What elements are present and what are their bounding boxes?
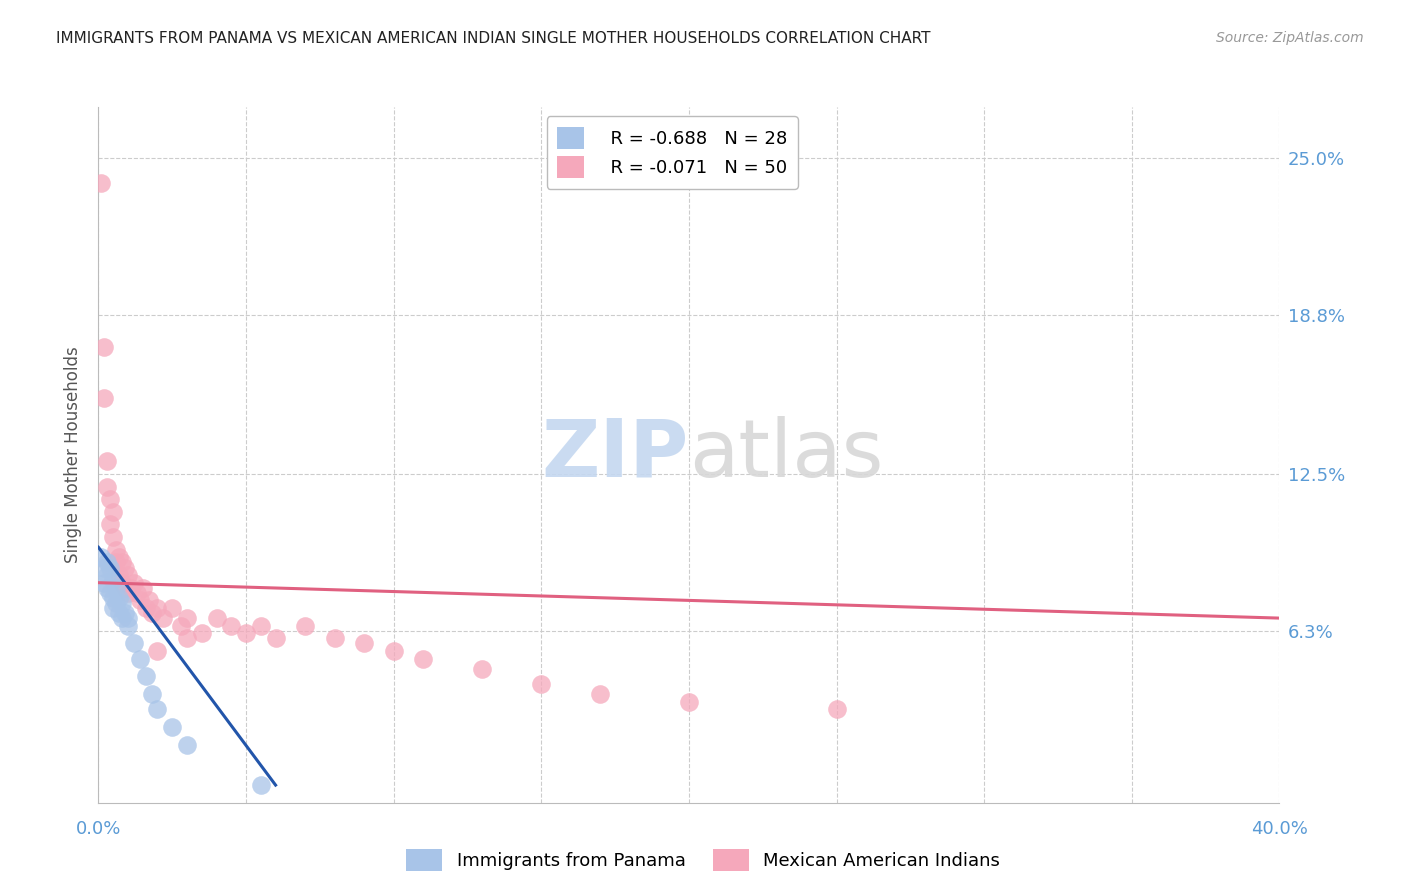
Point — [382, 644, 405, 658]
Point — [589, 687, 612, 701]
Point — [412, 651, 434, 665]
Point — [96, 581, 118, 595]
Point — [678, 695, 700, 709]
Point — [141, 606, 163, 620]
Point — [235, 626, 257, 640]
Point — [191, 626, 214, 640]
Point — [162, 601, 183, 615]
Text: ZIP: ZIP — [541, 416, 689, 494]
Point — [98, 492, 121, 507]
Point — [96, 568, 118, 582]
Point — [108, 550, 131, 565]
Text: Source: ZipAtlas.com: Source: ZipAtlas.com — [1216, 31, 1364, 45]
Text: 40.0%: 40.0% — [1251, 820, 1308, 838]
Point — [138, 593, 160, 607]
Point — [117, 611, 139, 625]
Point — [108, 568, 131, 582]
Point — [105, 596, 128, 610]
Point — [93, 575, 115, 590]
Point — [128, 593, 150, 607]
Point — [146, 601, 169, 615]
Point — [162, 720, 183, 734]
Legend: Immigrants from Panama, Mexican American Indians: Immigrants from Panama, Mexican American… — [399, 842, 1007, 879]
Point — [90, 550, 112, 565]
Point — [170, 618, 193, 632]
Point — [111, 596, 134, 610]
Point — [93, 340, 115, 354]
Point — [250, 778, 273, 792]
Point — [323, 632, 346, 646]
Point — [250, 618, 273, 632]
Point — [353, 636, 375, 650]
Point — [152, 611, 174, 625]
Point — [98, 586, 121, 600]
Point — [176, 738, 198, 752]
Point — [294, 618, 316, 632]
Point — [96, 454, 118, 468]
Point — [93, 560, 115, 574]
Point — [117, 568, 139, 582]
Point — [103, 530, 125, 544]
Point — [103, 573, 125, 587]
Point — [530, 677, 553, 691]
Y-axis label: Single Mother Households: Single Mother Households — [65, 347, 83, 563]
Point — [128, 651, 150, 665]
Point — [108, 606, 131, 620]
Point — [96, 479, 118, 493]
Point — [108, 591, 131, 605]
Point — [205, 611, 228, 625]
Point — [98, 517, 121, 532]
Point — [105, 581, 128, 595]
Text: IMMIGRANTS FROM PANAMA VS MEXICAN AMERICAN INDIAN SINGLE MOTHER HOUSEHOLDS CORRE: IMMIGRANTS FROM PANAMA VS MEXICAN AMERIC… — [56, 31, 931, 46]
Point — [146, 702, 169, 716]
Point — [264, 632, 287, 646]
Point — [135, 669, 157, 683]
Point — [219, 618, 242, 632]
Point — [146, 644, 169, 658]
Point — [114, 606, 136, 620]
Point — [96, 556, 118, 570]
Point — [117, 618, 139, 632]
Point — [122, 636, 145, 650]
Point — [125, 586, 148, 600]
Point — [825, 702, 848, 716]
Point — [122, 575, 145, 590]
Point — [117, 586, 139, 600]
Text: 0.0%: 0.0% — [76, 820, 121, 838]
Point — [114, 581, 136, 595]
Point — [111, 575, 134, 590]
Point — [105, 542, 128, 557]
Point — [111, 556, 134, 570]
Point — [98, 560, 121, 574]
Point — [120, 581, 142, 595]
Text: atlas: atlas — [689, 416, 883, 494]
Point — [135, 601, 157, 615]
Point — [176, 611, 198, 625]
Point — [105, 556, 128, 570]
Point — [471, 662, 494, 676]
Point — [93, 391, 115, 405]
Point — [103, 601, 125, 615]
Point — [176, 632, 198, 646]
Point — [103, 591, 125, 605]
Point — [114, 560, 136, 574]
Point — [141, 687, 163, 701]
Point — [103, 505, 125, 519]
Point — [111, 611, 134, 625]
Point — [132, 581, 155, 595]
Legend:   R = -0.688   N = 28,   R = -0.071   N = 50: R = -0.688 N = 28, R = -0.071 N = 50 — [547, 116, 799, 189]
Point — [90, 176, 112, 190]
